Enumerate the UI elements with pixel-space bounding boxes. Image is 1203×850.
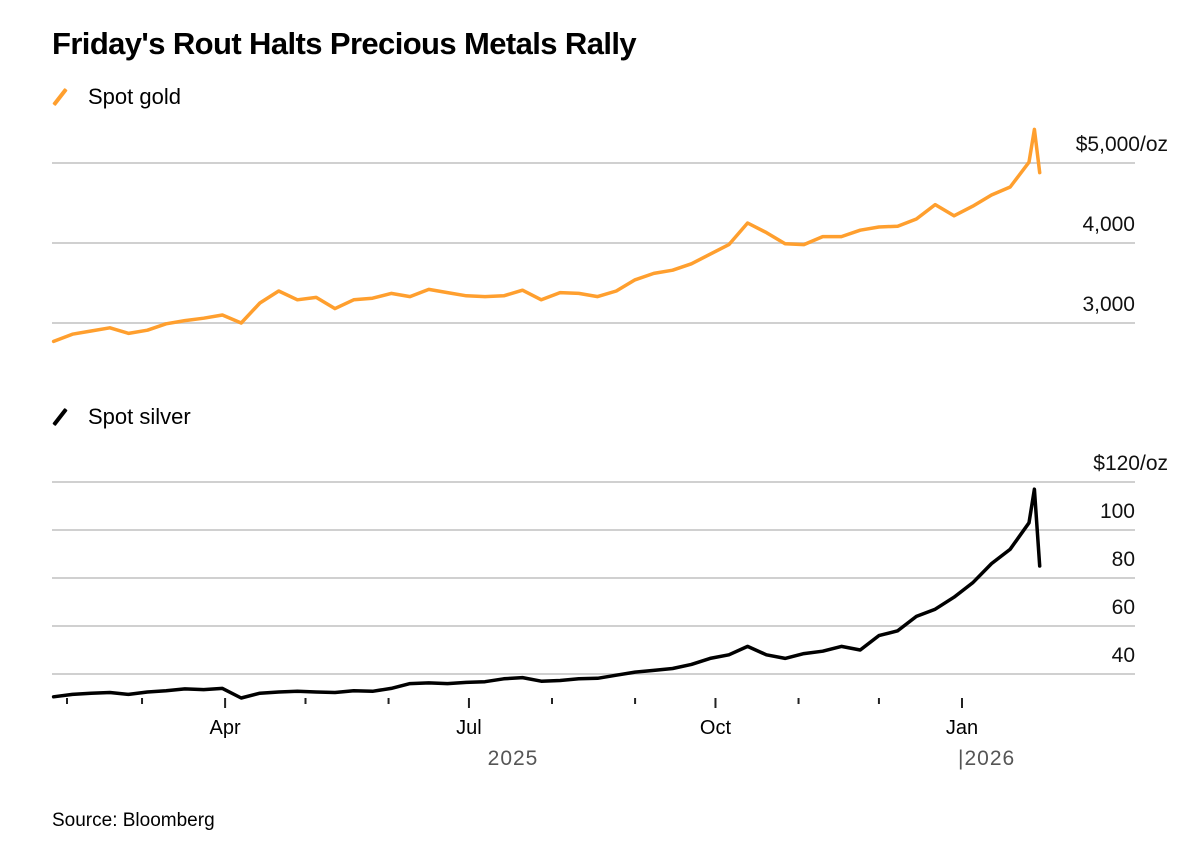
x-tick-label: Apr bbox=[210, 717, 241, 739]
gold-ytick-label: 3,000 bbox=[1082, 293, 1135, 316]
legend-silver: Spot silver bbox=[52, 404, 191, 430]
silver-ytick-label: 60 bbox=[1112, 596, 1135, 619]
silver-ytick-label: $120/oz bbox=[1093, 452, 1168, 475]
legend-gold: Spot gold bbox=[52, 84, 181, 110]
gold-series-line bbox=[51, 127, 1042, 344]
legend-gold-label: Spot gold bbox=[88, 84, 181, 109]
legend-silver-label: Spot silver bbox=[88, 404, 191, 429]
x-year-label: |2026 bbox=[958, 747, 1015, 770]
silver-ytick-label: 40 bbox=[1112, 644, 1135, 667]
gold-ytick-label: 4,000 bbox=[1082, 213, 1135, 236]
gold-ytick-label: $5,000/oz bbox=[1076, 133, 1168, 156]
chart-title: Friday's Rout Halts Precious Metals Rall… bbox=[52, 26, 637, 61]
x-tick-label: Jul bbox=[456, 717, 482, 739]
x-year-label: 2025 bbox=[488, 747, 539, 770]
x-tick-label: Oct bbox=[700, 717, 732, 739]
x-tick-label: Jan bbox=[946, 717, 978, 739]
silver-ytick-label: 80 bbox=[1112, 548, 1135, 571]
silver-series-line bbox=[51, 487, 1042, 700]
source-note: Source: Bloomberg bbox=[52, 810, 215, 831]
silver-ytick-label: 100 bbox=[1100, 500, 1135, 523]
